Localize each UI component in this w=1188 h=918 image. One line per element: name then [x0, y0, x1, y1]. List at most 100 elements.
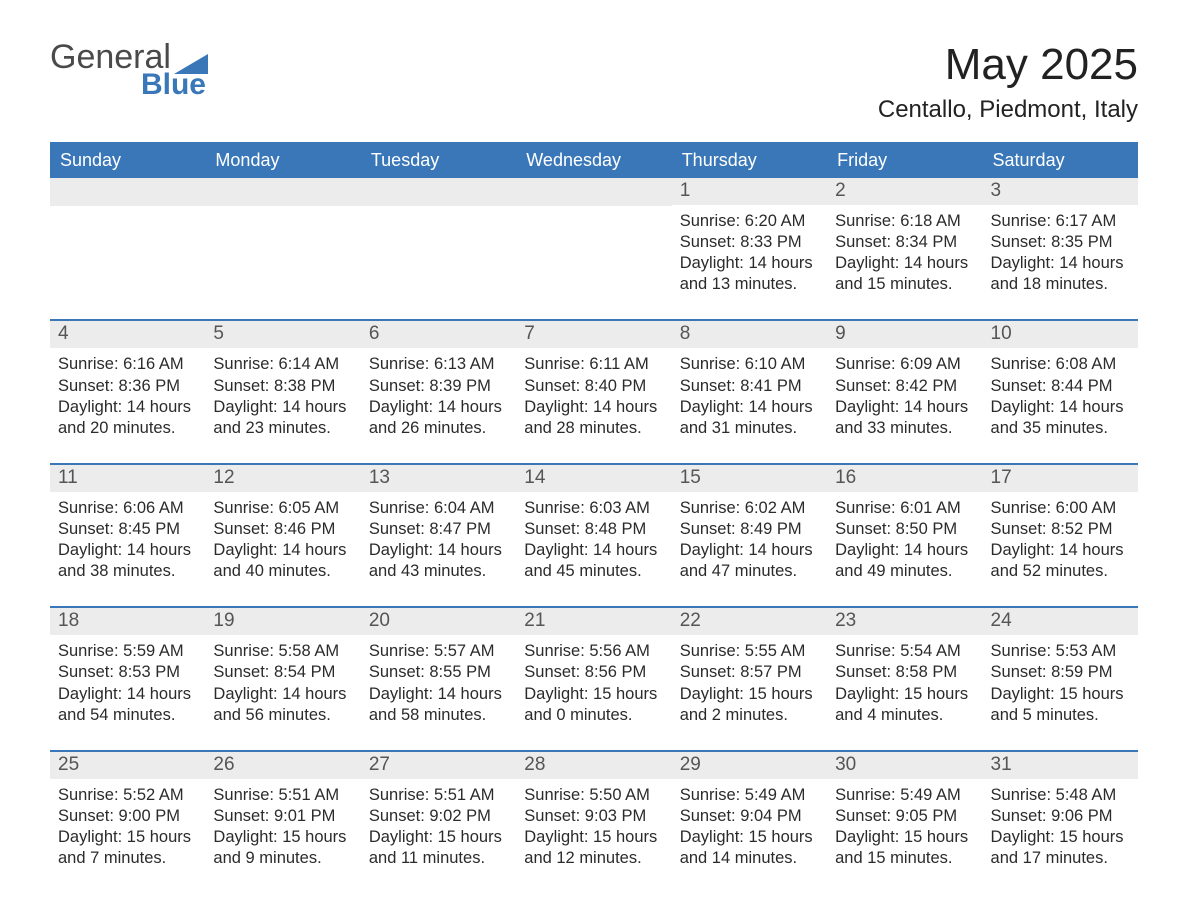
- day-details: Sunrise: 5:59 AMSunset: 8:53 PMDaylight:…: [50, 635, 205, 725]
- day-details: Sunrise: 6:01 AMSunset: 8:50 PMDaylight:…: [827, 492, 982, 582]
- daylight-text: Daylight: 14 hours and 52 minutes.: [991, 540, 1130, 582]
- daylight-text: Daylight: 14 hours and 20 minutes.: [58, 397, 197, 439]
- day-number: 20: [361, 608, 516, 635]
- day-details: Sunrise: 6:06 AMSunset: 8:45 PMDaylight:…: [50, 492, 205, 582]
- day-number: 11: [50, 465, 205, 492]
- page-title: May 2025: [878, 40, 1138, 90]
- sunrise-text: Sunrise: 5:51 AM: [213, 785, 352, 806]
- day-header: Friday: [827, 144, 982, 178]
- daylight-text: Daylight: 14 hours and 43 minutes.: [369, 540, 508, 582]
- day-number: 2: [827, 178, 982, 205]
- sunrise-text: Sunrise: 6:01 AM: [835, 498, 974, 519]
- daylight-text: Daylight: 15 hours and 14 minutes.: [680, 827, 819, 869]
- day-cell: 1Sunrise: 6:20 AMSunset: 8:33 PMDaylight…: [672, 178, 827, 319]
- daylight-text: Daylight: 15 hours and 7 minutes.: [58, 827, 197, 869]
- sunset-text: Sunset: 8:54 PM: [213, 662, 352, 683]
- daylight-text: Daylight: 14 hours and 49 minutes.: [835, 540, 974, 582]
- day-number: 27: [361, 752, 516, 779]
- sunrise-text: Sunrise: 6:20 AM: [680, 211, 819, 232]
- sunset-text: Sunset: 9:00 PM: [58, 806, 197, 827]
- day-details: Sunrise: 6:09 AMSunset: 8:42 PMDaylight:…: [827, 348, 982, 438]
- day-number: 5: [205, 321, 360, 348]
- sunset-text: Sunset: 8:33 PM: [680, 232, 819, 253]
- day-number: 19: [205, 608, 360, 635]
- sunset-text: Sunset: 8:41 PM: [680, 376, 819, 397]
- day-number: 15: [672, 465, 827, 492]
- day-cell: [361, 178, 516, 319]
- day-details: Sunrise: 6:18 AMSunset: 8:34 PMDaylight:…: [827, 205, 982, 295]
- day-cell: 3Sunrise: 6:17 AMSunset: 8:35 PMDaylight…: [983, 178, 1138, 319]
- week-row: 11Sunrise: 6:06 AMSunset: 8:45 PMDayligh…: [50, 463, 1138, 606]
- day-cell: 13Sunrise: 6:04 AMSunset: 8:47 PMDayligh…: [361, 465, 516, 606]
- day-header: Wednesday: [516, 144, 671, 178]
- day-details: Sunrise: 6:04 AMSunset: 8:47 PMDaylight:…: [361, 492, 516, 582]
- sunset-text: Sunset: 8:44 PM: [991, 376, 1130, 397]
- day-cell: 5Sunrise: 6:14 AMSunset: 8:38 PMDaylight…: [205, 321, 360, 462]
- sunset-text: Sunset: 8:53 PM: [58, 662, 197, 683]
- sunrise-text: Sunrise: 6:16 AM: [58, 354, 197, 375]
- sunrise-text: Sunrise: 6:14 AM: [213, 354, 352, 375]
- day-cell: 11Sunrise: 6:06 AMSunset: 8:45 PMDayligh…: [50, 465, 205, 606]
- sunrise-text: Sunrise: 5:52 AM: [58, 785, 197, 806]
- day-cell: 15Sunrise: 6:02 AMSunset: 8:49 PMDayligh…: [672, 465, 827, 606]
- sunrise-text: Sunrise: 5:51 AM: [369, 785, 508, 806]
- day-number: 12: [205, 465, 360, 492]
- day-cell: 10Sunrise: 6:08 AMSunset: 8:44 PMDayligh…: [983, 321, 1138, 462]
- day-details: Sunrise: 5:50 AMSunset: 9:03 PMDaylight:…: [516, 779, 671, 869]
- day-number: 16: [827, 465, 982, 492]
- day-cell: 25Sunrise: 5:52 AMSunset: 9:00 PMDayligh…: [50, 752, 205, 893]
- day-cell: 8Sunrise: 6:10 AMSunset: 8:41 PMDaylight…: [672, 321, 827, 462]
- day-number: 9: [827, 321, 982, 348]
- day-header: Thursday: [672, 144, 827, 178]
- page-subtitle: Centallo, Piedmont, Italy: [878, 96, 1138, 124]
- daylight-text: Daylight: 14 hours and 54 minutes.: [58, 684, 197, 726]
- sunrise-text: Sunrise: 6:18 AM: [835, 211, 974, 232]
- sunrise-text: Sunrise: 6:00 AM: [991, 498, 1130, 519]
- day-details: Sunrise: 6:20 AMSunset: 8:33 PMDaylight:…: [672, 205, 827, 295]
- sunrise-text: Sunrise: 5:49 AM: [835, 785, 974, 806]
- day-details: Sunrise: 5:48 AMSunset: 9:06 PMDaylight:…: [983, 779, 1138, 869]
- day-details: Sunrise: 6:11 AMSunset: 8:40 PMDaylight:…: [516, 348, 671, 438]
- day-number: 18: [50, 608, 205, 635]
- day-details: Sunrise: 6:16 AMSunset: 8:36 PMDaylight:…: [50, 348, 205, 438]
- daylight-text: Daylight: 14 hours and 56 minutes.: [213, 684, 352, 726]
- day-cell: 21Sunrise: 5:56 AMSunset: 8:56 PMDayligh…: [516, 608, 671, 749]
- daylight-text: Daylight: 15 hours and 17 minutes.: [991, 827, 1130, 869]
- daylight-text: Daylight: 15 hours and 5 minutes.: [991, 684, 1130, 726]
- day-header: Monday: [205, 144, 360, 178]
- week-row: 1Sunrise: 6:20 AMSunset: 8:33 PMDaylight…: [50, 178, 1138, 319]
- daylight-text: Daylight: 14 hours and 13 minutes.: [680, 253, 819, 295]
- day-cell: 19Sunrise: 5:58 AMSunset: 8:54 PMDayligh…: [205, 608, 360, 749]
- day-number: 6: [361, 321, 516, 348]
- day-details: Sunrise: 5:53 AMSunset: 8:59 PMDaylight:…: [983, 635, 1138, 725]
- sunrise-text: Sunrise: 6:08 AM: [991, 354, 1130, 375]
- day-number: 26: [205, 752, 360, 779]
- daylight-text: Daylight: 14 hours and 40 minutes.: [213, 540, 352, 582]
- sunset-text: Sunset: 9:01 PM: [213, 806, 352, 827]
- sunset-text: Sunset: 8:57 PM: [680, 662, 819, 683]
- daylight-text: Daylight: 15 hours and 12 minutes.: [524, 827, 663, 869]
- day-cell: 26Sunrise: 5:51 AMSunset: 9:01 PMDayligh…: [205, 752, 360, 893]
- day-details: Sunrise: 6:17 AMSunset: 8:35 PMDaylight:…: [983, 205, 1138, 295]
- day-details: Sunrise: 5:49 AMSunset: 9:05 PMDaylight:…: [827, 779, 982, 869]
- day-number: 22: [672, 608, 827, 635]
- sunset-text: Sunset: 8:42 PM: [835, 376, 974, 397]
- day-cell: 9Sunrise: 6:09 AMSunset: 8:42 PMDaylight…: [827, 321, 982, 462]
- day-number: 13: [361, 465, 516, 492]
- day-cell: 16Sunrise: 6:01 AMSunset: 8:50 PMDayligh…: [827, 465, 982, 606]
- day-details: Sunrise: 6:00 AMSunset: 8:52 PMDaylight:…: [983, 492, 1138, 582]
- day-details: Sunrise: 5:57 AMSunset: 8:55 PMDaylight:…: [361, 635, 516, 725]
- daylight-text: Daylight: 14 hours and 23 minutes.: [213, 397, 352, 439]
- sunset-text: Sunset: 8:56 PM: [524, 662, 663, 683]
- day-number: 29: [672, 752, 827, 779]
- day-cell: [516, 178, 671, 319]
- day-details: Sunrise: 5:49 AMSunset: 9:04 PMDaylight:…: [672, 779, 827, 869]
- day-details: Sunrise: 6:14 AMSunset: 8:38 PMDaylight:…: [205, 348, 360, 438]
- sunset-text: Sunset: 9:06 PM: [991, 806, 1130, 827]
- day-cell: 29Sunrise: 5:49 AMSunset: 9:04 PMDayligh…: [672, 752, 827, 893]
- sunrise-text: Sunrise: 5:49 AM: [680, 785, 819, 806]
- sunset-text: Sunset: 9:03 PM: [524, 806, 663, 827]
- day-number: 17: [983, 465, 1138, 492]
- daylight-text: Daylight: 14 hours and 31 minutes.: [680, 397, 819, 439]
- sunset-text: Sunset: 8:59 PM: [991, 662, 1130, 683]
